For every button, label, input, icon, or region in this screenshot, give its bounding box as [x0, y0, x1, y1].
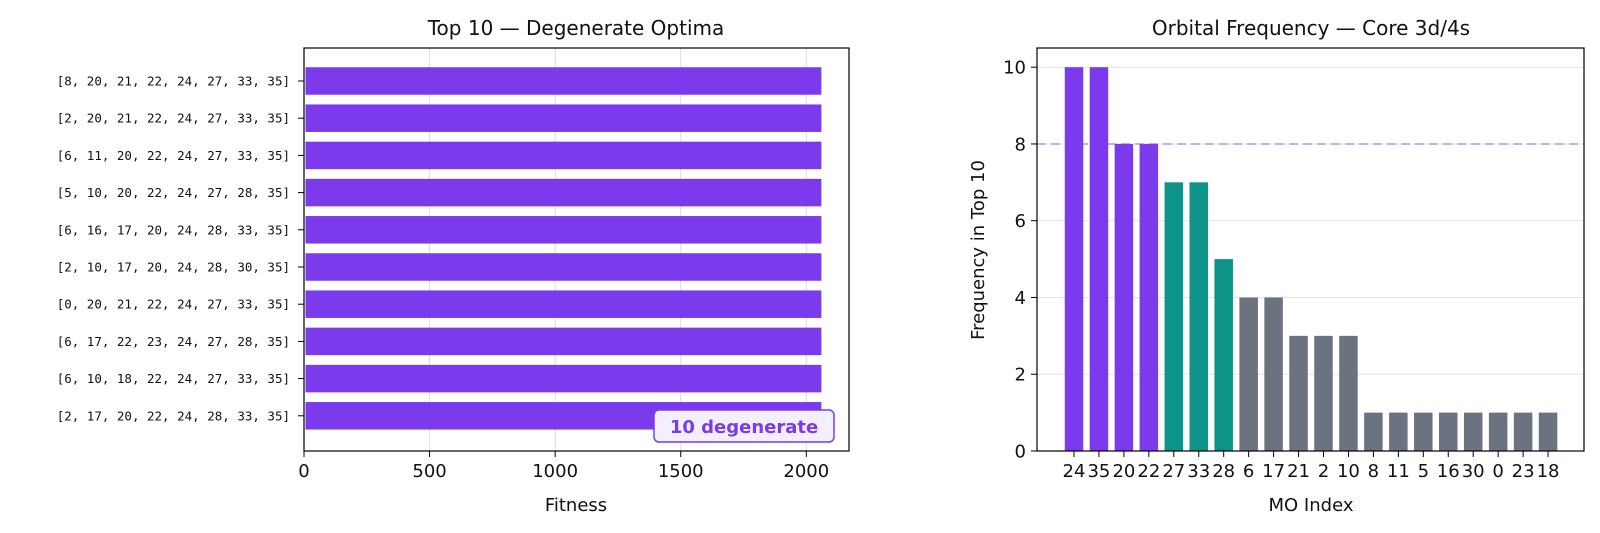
fitness-bar [305, 216, 822, 244]
solution-label: [2, 10, 17, 20, 24, 28, 30, 35] [57, 260, 290, 275]
solution-label: [8, 20, 21, 22, 24, 27, 33, 35] [57, 74, 290, 89]
degenerate-badge: 10 degenerate [653, 409, 835, 443]
orbital-frequency-bar [1189, 182, 1208, 452]
fitness-chart: Top 10 — Degenerate Optima [8, 20, 21, 2… [57, 16, 850, 516]
orbital-frequency-bar [1414, 412, 1433, 451]
fitness-x-tick-label: 500 [412, 461, 446, 482]
fitness-x-tick-label: 2000 [783, 461, 829, 482]
orbital-frequency-bar [1513, 412, 1533, 451]
mo-index-label: 17 [1262, 461, 1285, 482]
mo-index-label: 22 [1137, 461, 1160, 482]
mo-index-label: 0 [1492, 461, 1503, 482]
fitness-x-tick-label: 1500 [658, 461, 704, 482]
mo-index-label: 35 [1087, 461, 1110, 482]
fitness-bar [305, 67, 822, 95]
fitness-chart-title: Top 10 — Degenerate Optima [427, 16, 725, 40]
fitness-plot-frame [303, 47, 850, 452]
fitness-x-tick-label: 1000 [532, 461, 578, 482]
orbital-frequency-bar [1064, 67, 1084, 451]
solution-label: [5, 10, 20, 22, 24, 27, 28, 35] [57, 185, 290, 200]
fitness-bar [305, 104, 822, 132]
mo-index-label: 5 [1418, 461, 1429, 482]
solution-label: [6, 11, 20, 22, 24, 27, 33, 35] [57, 148, 290, 163]
fitness-bar [305, 364, 822, 393]
mo-index-label: 16 [1437, 461, 1460, 482]
mo-index-x-axis-label: MO Index [1269, 495, 1354, 516]
fitness-bar [305, 178, 822, 207]
mo-index-label: 6 [1243, 461, 1254, 482]
mo-index-label: 33 [1187, 461, 1210, 482]
solution-label: [2, 20, 21, 22, 24, 27, 33, 35] [57, 111, 290, 126]
orbital-frequency-bar [1089, 67, 1109, 451]
mo-index-label: 30 [1462, 461, 1485, 482]
mo-index-label: 2 [1318, 461, 1329, 482]
degenerate-badge-label: 10 degenerate [670, 417, 818, 438]
frequency-y-tick-label: 6 [1015, 211, 1026, 232]
orbital-frequency-bar [1214, 259, 1233, 451]
orbital-frequency-bar [1364, 412, 1383, 451]
orbital-chart-title: Orbital Frequency — Core 3d/4s [1152, 16, 1470, 40]
mo-index-label: 20 [1112, 461, 1135, 482]
mo-index-label: 8 [1368, 461, 1379, 482]
mo-index-label: 21 [1287, 461, 1310, 482]
orbital-frequency-bar [1314, 335, 1333, 451]
frequency-y-tick-label: 8 [1015, 134, 1026, 155]
solution-label: [6, 17, 22, 23, 24, 27, 28, 35] [57, 334, 290, 349]
frequency-y-tick-label: 10 [1003, 58, 1026, 79]
mo-index-label: 28 [1212, 461, 1235, 482]
orbital-frequency-bar [1164, 182, 1184, 452]
frequency-y-tick-label: 2 [1015, 365, 1026, 386]
orbital-plot-frame [1036, 47, 1585, 452]
orbital-frequency-bar [1488, 412, 1508, 451]
orbital-frequency-bar [1389, 412, 1408, 451]
fitness-x-axis-label: Fitness [545, 495, 607, 516]
solution-label: [2, 17, 20, 22, 24, 28, 33, 35] [57, 408, 290, 423]
orbital-frequency-bar [1139, 143, 1159, 451]
solution-label: [6, 10, 18, 22, 24, 27, 33, 35] [57, 371, 290, 386]
fitness-x-tick-label: 0 [298, 461, 309, 482]
orbital-frequency-bar [1264, 297, 1283, 451]
fitness-bar [305, 327, 822, 356]
mo-index-label: 18 [1537, 461, 1560, 482]
mo-index-label: 23 [1512, 461, 1535, 482]
orbital-frequency-bar [1339, 335, 1358, 451]
frequency-y-tick-label: 0 [1015, 442, 1026, 463]
mo-index-label: 11 [1387, 461, 1410, 482]
fitness-bar [305, 141, 822, 170]
orbital-frequency-bar [1239, 297, 1258, 451]
solution-label: [0, 20, 21, 22, 24, 27, 33, 35] [57, 297, 290, 312]
fitness-bar [305, 290, 822, 318]
frequency-y-tick-label: 4 [1015, 288, 1026, 309]
mo-index-label: 27 [1162, 461, 1185, 482]
fitness-bar [305, 253, 822, 281]
mo-index-label: 10 [1337, 461, 1360, 482]
mo-index-label: 24 [1063, 461, 1086, 482]
solution-label: [6, 16, 17, 20, 24, 28, 33, 35] [57, 222, 290, 237]
orbital-frequency-bar [1463, 412, 1483, 451]
orbital-frequency-bar [1439, 412, 1458, 451]
orbital-frequency-bar [1289, 335, 1308, 451]
orbital-frequency-bar [1538, 412, 1558, 451]
frequency-y-axis-label: Frequency in Top 10 [968, 160, 989, 340]
orbital-frequency-bar [1114, 143, 1134, 451]
